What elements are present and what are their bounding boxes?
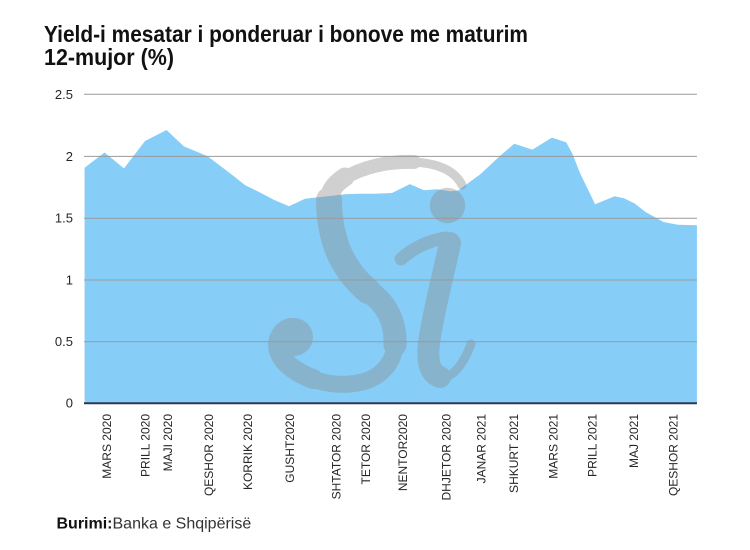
svg-text:SHTATOR 2020: SHTATOR 2020 (330, 414, 344, 500)
svg-text:2.5: 2.5 (55, 87, 73, 102)
svg-text:SHKURT 2021: SHKURT 2021 (507, 414, 521, 493)
svg-text:KORRIK 2020: KORRIK 2020 (241, 414, 255, 490)
svg-text:DHJETOR 2020: DHJETOR 2020 (440, 414, 454, 501)
svg-text:12-mujor (%): 12-mujor (%) (44, 44, 174, 70)
svg-text:QESHOR 2021: QESHOR 2021 (667, 414, 681, 496)
svg-text:JANAR 2021: JANAR 2021 (475, 414, 489, 484)
svg-text:MARS 2021: MARS 2021 (546, 414, 560, 479)
svg-text:PRILL 2020: PRILL 2020 (138, 414, 152, 477)
svg-text:0.5: 0.5 (55, 334, 73, 349)
svg-text:TETOR 2020: TETOR 2020 (359, 414, 373, 485)
svg-text:Burimi:: Burimi: (57, 515, 113, 532)
svg-text:MAJ 2021: MAJ 2021 (627, 414, 641, 468)
svg-text:Banka e Shqipërisë: Banka e Shqipërisë (113, 515, 252, 532)
svg-text:QESHOR 2020: QESHOR 2020 (202, 414, 216, 496)
svg-text:MARS 2020: MARS 2020 (100, 414, 114, 479)
svg-text:1: 1 (66, 273, 73, 288)
svg-text:NENTOR2020: NENTOR2020 (396, 414, 410, 491)
svg-text:1.5: 1.5 (55, 211, 73, 226)
svg-text:2: 2 (66, 149, 73, 164)
svg-text:GUSHT2020: GUSHT2020 (283, 414, 297, 483)
svg-text:MAJI 2020: MAJI 2020 (161, 414, 175, 472)
svg-text:PRILL 2021: PRILL 2021 (586, 414, 600, 477)
svg-text:Yield-i mesatar i ponderuar i: Yield-i mesatar i ponderuar i bonove me … (44, 21, 528, 47)
svg-text:0: 0 (66, 396, 73, 411)
